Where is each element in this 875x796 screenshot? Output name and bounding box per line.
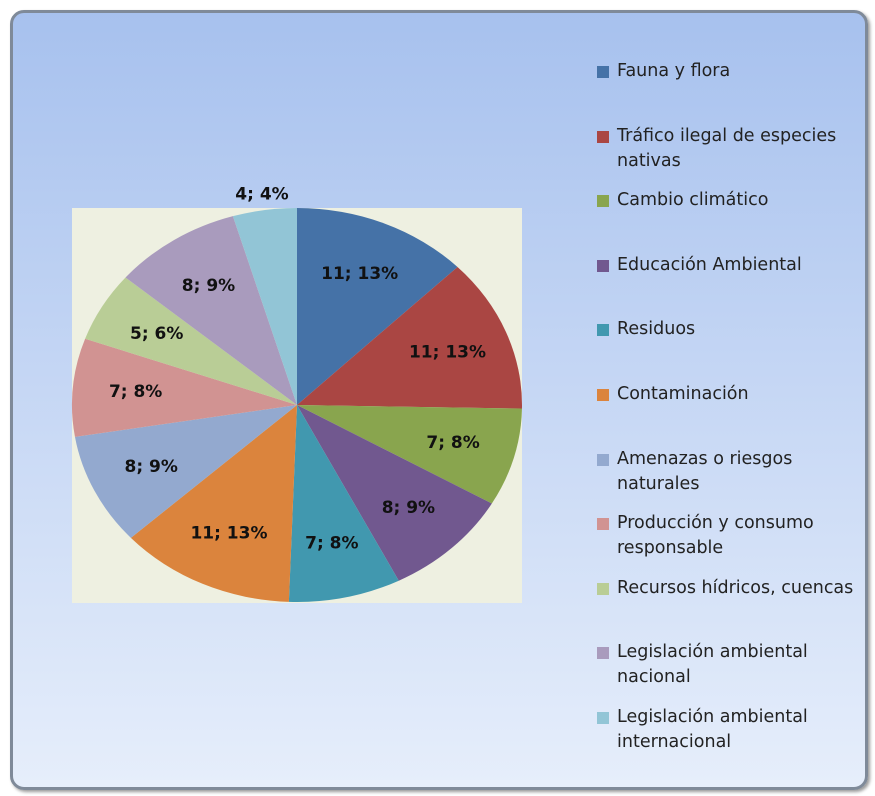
legend-label: Cambio climático xyxy=(617,190,769,211)
pie-slice xyxy=(297,208,458,405)
data-label: 8; 9% xyxy=(125,457,178,477)
legend-swatch xyxy=(597,712,609,724)
data-label: 7; 8% xyxy=(109,382,162,402)
legend-swatch xyxy=(597,324,609,337)
legend-swatch xyxy=(597,582,609,595)
legend-label: Producción y consumo responsable xyxy=(617,513,814,559)
legend-label: Recursos hídricos, cuencas xyxy=(617,577,854,598)
legend-swatch xyxy=(597,389,609,401)
data-label: 7; 8% xyxy=(305,534,358,554)
pie-slice xyxy=(74,405,297,538)
data-label: 5; 6% xyxy=(130,324,183,344)
data-label: 11; 13% xyxy=(190,524,267,544)
pie-slice xyxy=(125,216,297,405)
legend-item: Legislación ambiental internacional xyxy=(597,705,859,755)
legend-item: Legislación ambiental nacional xyxy=(597,640,859,690)
data-label: 4; 4% xyxy=(235,184,288,204)
legend-swatch xyxy=(597,66,609,78)
legend-swatch xyxy=(597,518,609,531)
legend-swatch xyxy=(597,647,609,660)
legend-item: Recursos hídricos, cuencas xyxy=(597,576,859,601)
pie-slice xyxy=(130,405,297,602)
pie-slice xyxy=(85,277,297,405)
pie-slice xyxy=(71,338,297,437)
legend-swatch xyxy=(597,130,609,143)
legend-label: Tráfico ilegal de especies nativas xyxy=(617,125,837,171)
pie-slice xyxy=(297,266,522,409)
legend-swatch xyxy=(597,259,609,272)
legend-item: Cambio climático xyxy=(597,188,859,213)
data-label: 11; 13% xyxy=(409,342,486,362)
legend-item: Fauna y flora xyxy=(597,59,859,84)
legend-label: Contaminación xyxy=(617,384,749,404)
legend-label: Residuos xyxy=(617,319,696,340)
pie-slice xyxy=(297,405,522,504)
legend-item: Residuos xyxy=(597,317,859,342)
legend-swatch xyxy=(597,453,609,466)
legend-item: Contaminación xyxy=(597,382,859,407)
data-label: 7; 8% xyxy=(426,433,479,453)
legend-item: Educación Ambiental xyxy=(597,253,859,278)
pie-slice xyxy=(297,405,492,581)
legend-item: Tráfico ilegal de especies nativas xyxy=(597,124,859,174)
legend-item: Producción y consumo responsable xyxy=(597,511,859,561)
pie-slice xyxy=(232,208,297,405)
legend-item: Amenazas o riesgos naturales xyxy=(597,447,859,497)
legend-label: Legislación ambiental nacional xyxy=(617,642,808,688)
data-label: 8; 9% xyxy=(382,498,435,518)
legend-label: Fauna y flora xyxy=(617,61,731,81)
legend-label: Educación Ambiental xyxy=(617,254,802,275)
data-label: 8; 9% xyxy=(182,276,235,296)
legend-label: Amenazas o riesgos naturales xyxy=(617,448,793,494)
legend-label: Legislación ambiental internacional xyxy=(617,707,808,752)
data-label: 11; 13% xyxy=(321,264,398,284)
legend-swatch xyxy=(597,195,609,208)
pie-slice xyxy=(288,405,399,602)
